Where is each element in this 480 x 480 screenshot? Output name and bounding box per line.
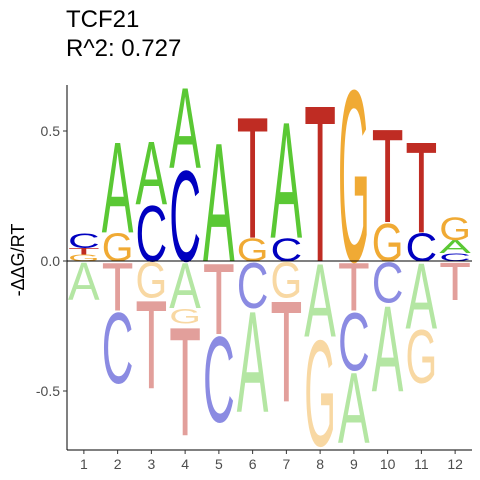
logo-letter-A: A xyxy=(237,281,269,442)
logo-letter-T: T xyxy=(237,82,269,276)
logo-letter-A: A xyxy=(169,251,201,323)
logo-letter-T: T xyxy=(372,102,404,251)
x-tick-label: 12 xyxy=(447,456,463,472)
logo-letter-C: C xyxy=(136,189,168,278)
logo-letter-T: T xyxy=(68,246,100,256)
chart-subtitle: R^2: 0.727 xyxy=(66,35,181,62)
logo-letter-T: T xyxy=(304,60,336,309)
y-axis: 0.5 0.0 -0.5 xyxy=(36,85,68,450)
logo-letter-G: G xyxy=(169,303,201,328)
logo-letter-T: T xyxy=(439,252,471,312)
x-axis: 1 2 3 4 5 6 7 8 9 10 11 12 xyxy=(67,449,472,472)
logo-letter-C: C xyxy=(372,251,404,315)
logo-letter-G: G xyxy=(406,315,438,400)
x-tick-label: 1 xyxy=(80,456,88,472)
logo-letter-G: G xyxy=(237,232,269,268)
logo-letter-A: A xyxy=(169,63,201,193)
logo-letter-T: T xyxy=(136,276,168,416)
logo-letter-A: A xyxy=(68,251,100,312)
x-tick-label: 9 xyxy=(350,456,358,472)
logo-letter-A: A xyxy=(338,352,370,465)
x-tick-label: 8 xyxy=(316,456,324,472)
x-tick-label: 4 xyxy=(181,456,189,472)
logo-letter-C: C xyxy=(102,291,134,405)
x-tick-label: 3 xyxy=(147,456,155,472)
positive-logo-layer: GTC GA CA CA A GT CA T G GT CT CAG xyxy=(68,41,471,314)
logo-letter-C: C xyxy=(169,143,201,289)
logo-letter-T: T xyxy=(203,243,235,356)
logo-letter-T: T xyxy=(271,271,303,432)
logo-letter-A: A xyxy=(372,280,404,417)
y-tick-label: 0.5 xyxy=(41,123,61,139)
logo-letter-G: G xyxy=(338,41,370,314)
chart-title: TCF21 xyxy=(66,6,139,33)
logo-letter-A: A xyxy=(439,237,471,257)
logo-letter-G: G xyxy=(68,253,100,263)
logo-letter-A: A xyxy=(102,114,134,260)
logo-letter-C: C xyxy=(203,312,235,449)
x-tick-label: 10 xyxy=(380,456,396,472)
logo-letter-T: T xyxy=(406,114,438,260)
logo-letter-C: C xyxy=(439,251,471,263)
logo-letter-A: A xyxy=(304,242,336,359)
logo-letter-A: A xyxy=(271,87,303,273)
logo-letter-C: C xyxy=(406,225,438,270)
logo-letter-C: C xyxy=(271,232,303,268)
logo-letter-G: G xyxy=(102,225,134,269)
y-tick-label: -0.5 xyxy=(36,383,60,399)
logo-letter-T: T xyxy=(169,294,201,468)
logo-letter-G: G xyxy=(372,214,404,274)
x-tick-label: 6 xyxy=(249,456,257,472)
x-tick-label: 2 xyxy=(114,456,122,472)
logo-letter-A: A xyxy=(136,124,168,224)
logo-letter-A: A xyxy=(203,108,235,297)
logo-letter-C: C xyxy=(338,296,370,389)
y-tick-label: 0.0 xyxy=(41,253,61,269)
logo-letter-C: C xyxy=(68,229,100,253)
x-tick-label: 5 xyxy=(215,456,223,472)
x-tick-label: 7 xyxy=(282,456,290,472)
x-tick-label: 11 xyxy=(414,456,429,472)
y-axis-title: -ΔΔG/RT xyxy=(8,224,28,297)
logo-letter-G: G xyxy=(439,211,471,247)
